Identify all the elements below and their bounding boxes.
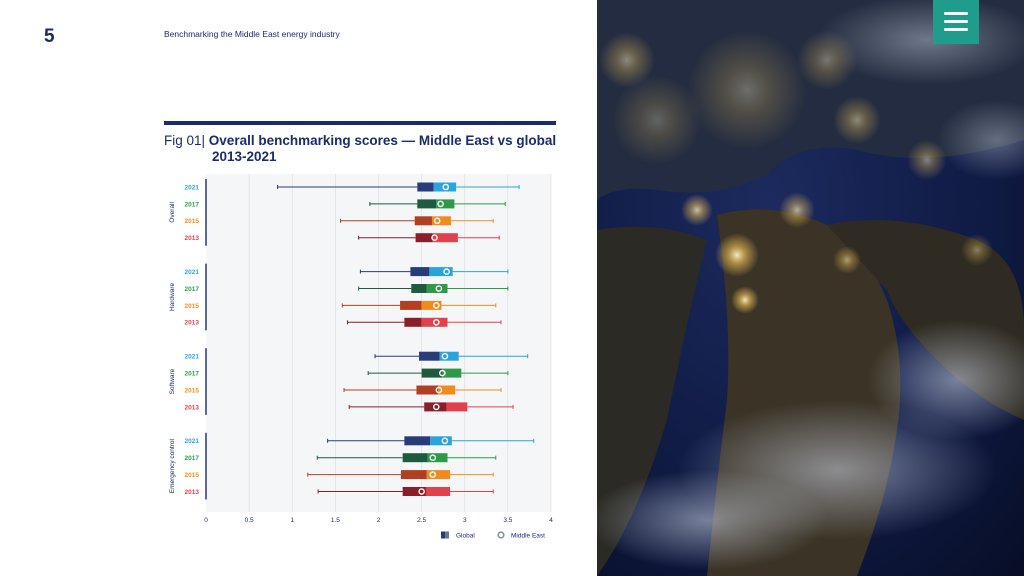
menu-icon-line-2 — [944, 20, 968, 23]
box-upper-half — [436, 199, 455, 209]
figure-title: Overall benchmarking scores — Middle Eas… — [208, 133, 557, 148]
box-lower-half — [421, 368, 443, 378]
middle-east-marker — [443, 268, 450, 275]
group-label: Hardware — [169, 282, 176, 311]
box-lower-half — [410, 267, 430, 277]
box-upper-half — [431, 216, 451, 226]
legend-middle-east-marker — [497, 531, 505, 539]
middle-east-marker — [429, 471, 437, 478]
legend-middle-east-label: Middle East — [511, 532, 545, 539]
year-label: 2021 — [185, 269, 200, 276]
x-tick-label: 2.5 — [417, 517, 426, 524]
x-tick-label: 0.5 — [245, 517, 254, 524]
middle-east-marker — [429, 454, 437, 462]
box-lower-half — [402, 453, 428, 463]
group-label: Software — [169, 368, 176, 394]
box-upper-half — [425, 487, 451, 496]
legend-global-swatch-light — [445, 531, 449, 539]
x-tick-label: 0 — [204, 517, 208, 524]
box-lower-half — [404, 317, 422, 327]
middle-east-marker — [439, 369, 446, 377]
x-tick-label: 1.5 — [331, 517, 340, 524]
menu-icon-line-1 — [944, 12, 968, 15]
middle-east-marker — [432, 318, 440, 326]
box-upper-half — [421, 300, 442, 310]
year-label: 2013 — [185, 235, 200, 242]
middle-east-marker — [418, 488, 425, 495]
box-lower-half — [400, 300, 422, 310]
box-upper-half — [438, 385, 456, 395]
year-label: 2017 — [185, 201, 200, 208]
box-upper-half — [429, 267, 453, 277]
figure-label: Fig 01| — [164, 133, 206, 148]
middle-east-marker — [442, 183, 450, 191]
middle-east-marker — [441, 352, 449, 360]
middle-east-marker — [435, 285, 443, 292]
x-tick-label: 4 — [549, 517, 553, 524]
page-number: 5 — [44, 26, 55, 47]
box-upper-half — [427, 453, 448, 463]
box-lower-half — [411, 284, 427, 293]
middle-east-marker — [432, 302, 440, 309]
box-lower-half — [419, 351, 440, 361]
x-tick-label: 2 — [377, 517, 381, 524]
box-plot-chart: 0 0.5 1 1.5 2 2.5 3 3.5 4 Overall 2021 2017 2015 2013… — [169, 174, 553, 539]
box-upper-half — [430, 436, 452, 446]
figure-title-block: Fig 01| Overall benchmarking scores — Mi… — [164, 133, 564, 165]
box-lower-half — [417, 199, 437, 209]
year-label: 2015 — [185, 218, 200, 225]
box-upper-half — [433, 182, 457, 192]
year-label: 2021 — [185, 438, 200, 445]
legend-global-swatch-dark — [441, 531, 445, 539]
box-upper-half — [439, 351, 459, 361]
year-label: 2013 — [185, 489, 200, 496]
year-label: 2013 — [185, 404, 200, 411]
box-upper-half — [442, 368, 462, 378]
figure-top-rule — [164, 121, 556, 125]
x-tick-label: 3 — [463, 517, 467, 524]
middle-east-marker — [435, 386, 443, 394]
box-lower-half — [424, 402, 447, 412]
year-label: 2017 — [185, 455, 200, 462]
earth-night-photo — [597, 0, 1024, 576]
box-upper-half — [432, 233, 458, 243]
group-label: Emergency control — [169, 439, 176, 494]
year-label: 2015 — [185, 303, 200, 310]
box-lower-half — [402, 487, 426, 496]
year-label: 2021 — [185, 184, 200, 191]
box-lower-half — [416, 385, 439, 395]
box-lower-half — [404, 436, 431, 446]
box-lower-half — [414, 216, 432, 226]
document-title: Benchmarking the Middle East energy indu… — [164, 29, 340, 39]
box-lower-half — [415, 233, 433, 243]
menu-icon-line-3 — [944, 28, 968, 31]
year-label: 2013 — [185, 320, 200, 327]
group-label: Overall — [169, 202, 176, 223]
middle-east-marker — [432, 403, 440, 411]
box-upper-half — [446, 402, 468, 412]
box-upper-half — [421, 317, 448, 327]
year-label: 2015 — [185, 387, 200, 394]
middle-east-marker — [433, 217, 441, 225]
year-label: 2015 — [185, 472, 200, 479]
legend-global-label: Global — [456, 532, 475, 539]
box-upper-half — [426, 470, 451, 480]
figure-subtitle: 2013-2021 — [212, 149, 277, 164]
year-label: 2017 — [185, 286, 200, 293]
year-label: 2017 — [185, 371, 200, 378]
x-tick-label: 1 — [290, 517, 294, 524]
earth-night-illustration — [597, 0, 1024, 576]
middle-east-marker — [431, 234, 438, 241]
middle-east-marker — [437, 200, 444, 208]
x-tick-label: 3.5 — [503, 517, 512, 524]
box-upper-half — [426, 284, 448, 293]
box-lower-half — [417, 182, 434, 192]
year-label: 2021 — [185, 354, 200, 361]
menu-button[interactable] — [933, 0, 979, 44]
middle-east-marker — [441, 437, 449, 445]
box-lower-half — [400, 470, 427, 480]
